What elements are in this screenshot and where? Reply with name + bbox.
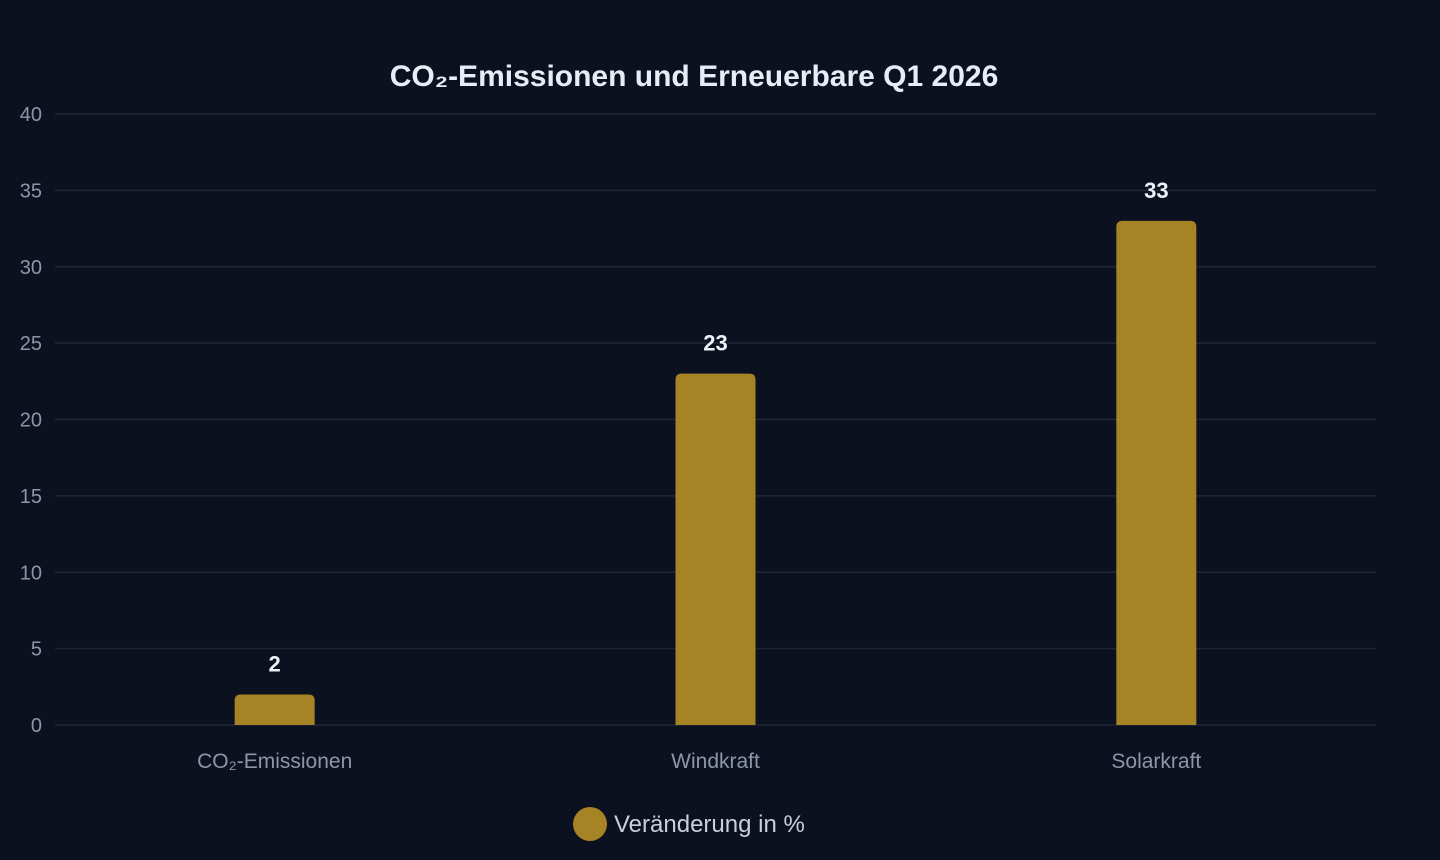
y-tick-label: 25	[20, 333, 42, 355]
y-tick-label: 35	[20, 180, 42, 202]
x-axis-ticks: CO₂-Emissionen Windkraft Solarkraft	[197, 750, 1201, 773]
data-labels: 2 23 33	[269, 178, 1169, 677]
y-tick-label: 0	[31, 715, 42, 737]
chart-title: CO₂-Emissionen und Erneuerbare Q1 2026	[390, 60, 999, 93]
y-tick-label: 20	[20, 410, 42, 432]
data-label: 33	[1144, 178, 1168, 203]
x-tick-label: CO₂-Emissionen	[197, 750, 352, 773]
x-tick-label: Solarkraft	[1111, 750, 1201, 773]
data-label: 2	[269, 651, 281, 676]
bar[interactable]	[675, 373, 756, 725]
legend-label[interactable]: Veränderung in %	[614, 811, 805, 838]
y-tick-label: 40	[20, 104, 42, 126]
data-label: 23	[703, 331, 727, 356]
bar[interactable]	[234, 694, 315, 725]
y-tick-label: 15	[20, 486, 42, 508]
legend[interactable]: Veränderung in %	[573, 807, 805, 841]
x-tick-label: Windkraft	[671, 750, 760, 773]
y-tick-label: 5	[31, 639, 42, 661]
bar[interactable]	[1116, 220, 1197, 726]
y-tick-label: 30	[20, 257, 42, 279]
legend-swatch-icon[interactable]	[573, 807, 607, 841]
bars	[234, 220, 1197, 726]
y-axis-ticks: 0 5 10 15 20 25 30 35 40	[20, 104, 42, 737]
y-tick-label: 10	[20, 562, 42, 584]
